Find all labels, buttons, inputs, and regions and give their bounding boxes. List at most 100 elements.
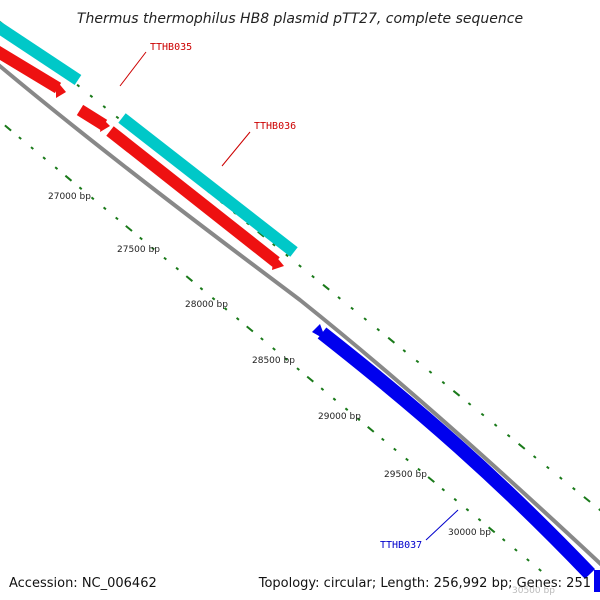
outer-scale-tick [428, 370, 433, 374]
outer-scale-tick [546, 465, 550, 470]
outer-scale-tick [298, 264, 302, 268]
gene-label-tthb035: TTHB035 [150, 42, 192, 53]
inner-scale-tick [78, 186, 83, 190]
inner-scale-tick [163, 256, 167, 261]
inner-scale-tick [441, 487, 446, 492]
outer-scale-tick [559, 476, 563, 480]
outer-scale-tick [480, 412, 485, 417]
cds-arc-tthb036 [118, 113, 298, 257]
backbone-arc [0, 63, 600, 567]
inner-scale-tick [538, 568, 542, 572]
leader-tthb035 [119, 51, 147, 87]
outer-scale-tick [506, 434, 511, 438]
inner-scale-tick [427, 476, 435, 483]
outer-scale-tick [517, 443, 526, 450]
edge-gene-fragment [594, 570, 600, 592]
accession-text: Accession: NC_006462 [9, 576, 157, 591]
inner-scale-tick [175, 266, 180, 271]
outer-scale-tick [598, 508, 600, 512]
inner-scale-tick [18, 136, 22, 140]
inner-scale-tick [393, 447, 397, 452]
inner-scale-tick [501, 538, 506, 542]
outer-scale-tick [415, 359, 420, 364]
inner-scale-tick [42, 156, 47, 160]
outer-scale-tick [89, 94, 94, 98]
inner-scale-tick [306, 375, 314, 383]
outer-scale-tick [285, 253, 289, 258]
inner-scale-tick [199, 287, 204, 291]
gene-arrow-tthb036a [76, 104, 110, 132]
outer-scale-tick [102, 105, 107, 109]
cds-arc-tthb035 [0, 21, 82, 86]
inner-scale-tick [64, 174, 73, 182]
inner-scale-tick [296, 367, 300, 371]
inner-scale-ring [4, 124, 542, 572]
inner-scale-tick [405, 457, 409, 462]
inner-scale-tick [151, 246, 155, 251]
outer-scale-tick [452, 390, 461, 397]
outer-scale-tick [257, 230, 265, 238]
tick-label-27000: 27000 bp [48, 192, 91, 202]
outer-scale-tick [387, 336, 396, 344]
inner-scale-tick [4, 124, 12, 132]
gene-arrow-tthb035 [0, 46, 66, 98]
gene-arrow-tthb036b [106, 126, 284, 270]
outer-scale-tick [272, 243, 276, 247]
outer-scale-tick [467, 402, 472, 406]
inner-scale-tick [185, 275, 194, 282]
inner-scale-tick [90, 196, 95, 201]
inner-scale-tick [246, 325, 254, 333]
inner-scale-tick [125, 225, 133, 232]
inner-scale-tick [526, 558, 530, 562]
inner-scale-tick [477, 518, 482, 522]
tick-label-30500: 30500 bp [512, 586, 555, 596]
outer-scale-tick [311, 274, 315, 279]
inner-scale-tick [344, 407, 349, 411]
inner-scale-tick [417, 467, 421, 472]
outer-scale-tick [322, 283, 330, 291]
inner-scale-tick [367, 426, 375, 433]
outer-scale-tick [532, 455, 537, 459]
leader-tthb037 [425, 509, 459, 541]
leader-tthb036 [221, 131, 251, 167]
inner-scale-tick [514, 548, 518, 552]
inner-scale-tick [102, 206, 107, 211]
inner-scale-tick [356, 417, 361, 422]
outer-scale-ring [0, 20, 600, 512]
gene-label-tthb036: TTHB036 [254, 121, 296, 132]
outer-scale-tick [493, 423, 498, 427]
inner-scale-tick [453, 497, 458, 502]
inner-scale-tick [487, 526, 496, 534]
outer-scale-tick [441, 380, 446, 385]
outer-scale-tick [572, 487, 576, 491]
outer-scale-tick [115, 115, 120, 120]
outer-scale-tick [350, 306, 354, 311]
inner-scale-tick [54, 166, 59, 170]
outer-scale-tick [76, 83, 81, 88]
inner-scale-tick [115, 216, 119, 221]
inner-scale-tick [223, 307, 228, 311]
inner-scale-tick [235, 317, 240, 321]
inner-scale-tick [260, 337, 264, 341]
inner-scale-tick [320, 387, 325, 391]
inner-scale-tick [284, 357, 288, 361]
inner-scale-tick [211, 297, 216, 301]
tick-label-29000: 29000 bp [318, 412, 361, 422]
tick-label-30000: 30000 bp [448, 528, 491, 538]
inner-scale-tick [272, 347, 276, 351]
summary-text: Topology: circular; Length: 256,992 bp; … [258, 576, 591, 591]
outer-scale-tick [337, 296, 341, 300]
inner-scale-tick [139, 236, 143, 241]
outer-scale-tick [363, 317, 368, 321]
inner-scale-tick [30, 146, 34, 150]
tick-label-29500: 29500 bp [384, 470, 427, 480]
inner-scale-tick [332, 397, 337, 401]
page-title: Thermus thermophilus HB8 plasmid pTT27, … [77, 11, 523, 27]
tick-label-27500: 27500 bp [117, 245, 160, 255]
gene-label-tthb037: TTHB037 [380, 540, 422, 551]
inner-scale-tick [381, 437, 385, 442]
outer-scale-tick [402, 349, 407, 353]
outer-scale-tick [376, 327, 381, 332]
tick-label-28000: 28000 bp [185, 300, 228, 310]
